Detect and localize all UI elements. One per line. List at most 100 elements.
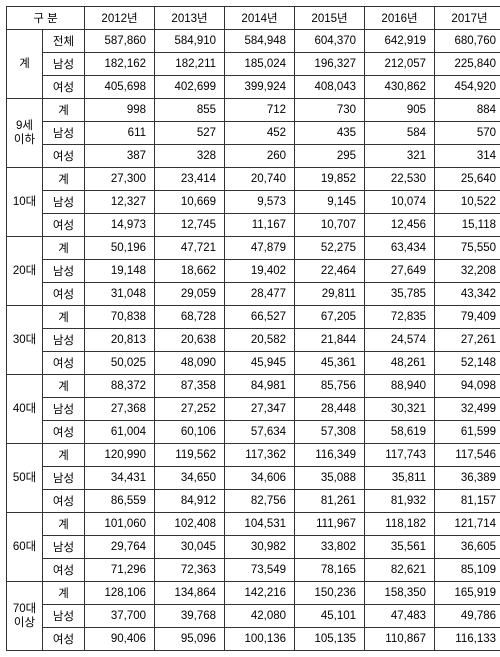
row-label: 여성 <box>43 214 85 237</box>
value-cell: 611 <box>85 122 155 145</box>
value-cell: 9,573 <box>225 191 295 214</box>
value-cell: 328 <box>155 145 225 168</box>
row-label: 계 <box>43 306 85 329</box>
table-row: 여성71,29672,36373,54978,16582,62185,109 <box>7 559 500 582</box>
value-cell: 29,764 <box>85 536 155 559</box>
row-label: 여성 <box>43 352 85 375</box>
row-label: 남성 <box>43 536 85 559</box>
value-cell: 88,940 <box>365 375 435 398</box>
value-cell: 72,363 <box>155 559 225 582</box>
value-cell: 19,852 <box>295 168 365 191</box>
value-cell: 72,835 <box>365 306 435 329</box>
group-cell: 50대 <box>7 444 43 513</box>
value-cell: 117,362 <box>225 444 295 467</box>
value-cell: 85,109 <box>435 559 500 582</box>
value-cell: 454,920 <box>435 76 500 99</box>
row-label: 남성 <box>43 53 85 76</box>
value-cell: 52,148 <box>435 352 500 375</box>
value-cell: 117,743 <box>365 444 435 467</box>
group-cell: 40대 <box>7 375 43 444</box>
header-year-2: 2014년 <box>225 7 295 30</box>
table-row: 여성31,04829,05928,47729,81135,78543,342 <box>7 283 500 306</box>
table-row: 30대계70,83868,72866,52767,20572,83579,409 <box>7 306 500 329</box>
value-cell: 39,768 <box>155 605 225 628</box>
value-cell: 134,864 <box>155 582 225 605</box>
value-cell: 35,088 <box>295 467 365 490</box>
row-label: 계 <box>43 375 85 398</box>
group-cell: 20대 <box>7 237 43 306</box>
value-cell: 31,048 <box>85 283 155 306</box>
row-label: 여성 <box>43 628 85 651</box>
value-cell: 399,924 <box>225 76 295 99</box>
value-cell: 35,811 <box>365 467 435 490</box>
value-cell: 61,599 <box>435 421 500 444</box>
value-cell: 60,106 <box>155 421 225 444</box>
value-cell: 28,448 <box>295 398 365 421</box>
table-row: 남성37,70039,76842,08045,10147,48349,786 <box>7 605 500 628</box>
group-cell: 계 <box>7 30 43 99</box>
value-cell: 165,919 <box>435 582 500 605</box>
value-cell: 182,211 <box>155 53 225 76</box>
value-cell: 12,327 <box>85 191 155 214</box>
value-cell: 45,945 <box>225 352 295 375</box>
table-row: 20대계50,19647,72147,87952,27563,43475,550 <box>7 237 500 260</box>
value-cell: 680,760 <box>435 30 500 53</box>
value-cell: 75,550 <box>435 237 500 260</box>
value-cell: 712 <box>225 99 295 122</box>
value-cell: 47,483 <box>365 605 435 628</box>
value-cell: 82,756 <box>225 490 295 513</box>
value-cell: 142,216 <box>225 582 295 605</box>
table-row: 여성61,00460,10657,63457,30858,61961,599 <box>7 421 500 444</box>
value-cell: 20,740 <box>225 168 295 191</box>
table-row: 계전체587,860584,910584,948604,370642,91968… <box>7 30 500 53</box>
value-cell: 87,358 <box>155 375 225 398</box>
table-row: 남성27,36827,25227,34728,44830,32132,499 <box>7 398 500 421</box>
row-label: 계 <box>43 582 85 605</box>
row-label: 여성 <box>43 76 85 99</box>
value-cell: 10,707 <box>295 214 365 237</box>
value-cell: 25,640 <box>435 168 500 191</box>
row-label: 계 <box>43 168 85 191</box>
value-cell: 48,261 <box>365 352 435 375</box>
value-cell: 81,261 <box>295 490 365 513</box>
value-cell: 587,860 <box>85 30 155 53</box>
row-label: 남성 <box>43 191 85 214</box>
table-row: 50대계120,990119,562117,362116,349117,7431… <box>7 444 500 467</box>
value-cell: 527 <box>155 122 225 145</box>
value-cell: 21,844 <box>295 329 365 352</box>
value-cell: 32,499 <box>435 398 500 421</box>
value-cell: 45,361 <box>295 352 365 375</box>
header-year-5: 2017년 <box>435 7 500 30</box>
value-cell: 20,813 <box>85 329 155 352</box>
value-cell: 321 <box>365 145 435 168</box>
row-label: 여성 <box>43 283 85 306</box>
table-row: 60대계101,060102,408104,531111,967118,1821… <box>7 513 500 536</box>
table-row: 남성19,14818,66219,40222,46427,64932,208 <box>7 260 500 283</box>
value-cell: 196,327 <box>295 53 365 76</box>
value-cell: 73,549 <box>225 559 295 582</box>
value-cell: 35,561 <box>365 536 435 559</box>
row-label: 계 <box>43 237 85 260</box>
value-cell: 435 <box>295 122 365 145</box>
group-cell: 30대 <box>7 306 43 375</box>
row-label: 남성 <box>43 605 85 628</box>
value-cell: 81,932 <box>365 490 435 513</box>
value-cell: 119,562 <box>155 444 225 467</box>
table-header: 구 분 2012년 2013년 2014년 2015년 2016년 2017년 <box>7 7 500 30</box>
value-cell: 182,162 <box>85 53 155 76</box>
value-cell: 50,025 <box>85 352 155 375</box>
table-row: 남성12,32710,6699,5739,14510,07410,522 <box>7 191 500 214</box>
value-cell: 70,838 <box>85 306 155 329</box>
value-cell: 905 <box>365 99 435 122</box>
group-cell: 70대 이상 <box>7 582 43 651</box>
group-cell: 10대 <box>7 168 43 237</box>
value-cell: 88,372 <box>85 375 155 398</box>
value-cell: 35,785 <box>365 283 435 306</box>
value-cell: 855 <box>155 99 225 122</box>
value-cell: 57,634 <box>225 421 295 444</box>
value-cell: 19,148 <box>85 260 155 283</box>
value-cell: 68,728 <box>155 306 225 329</box>
value-cell: 584 <box>365 122 435 145</box>
row-label: 여성 <box>43 421 85 444</box>
value-cell: 14,973 <box>85 214 155 237</box>
